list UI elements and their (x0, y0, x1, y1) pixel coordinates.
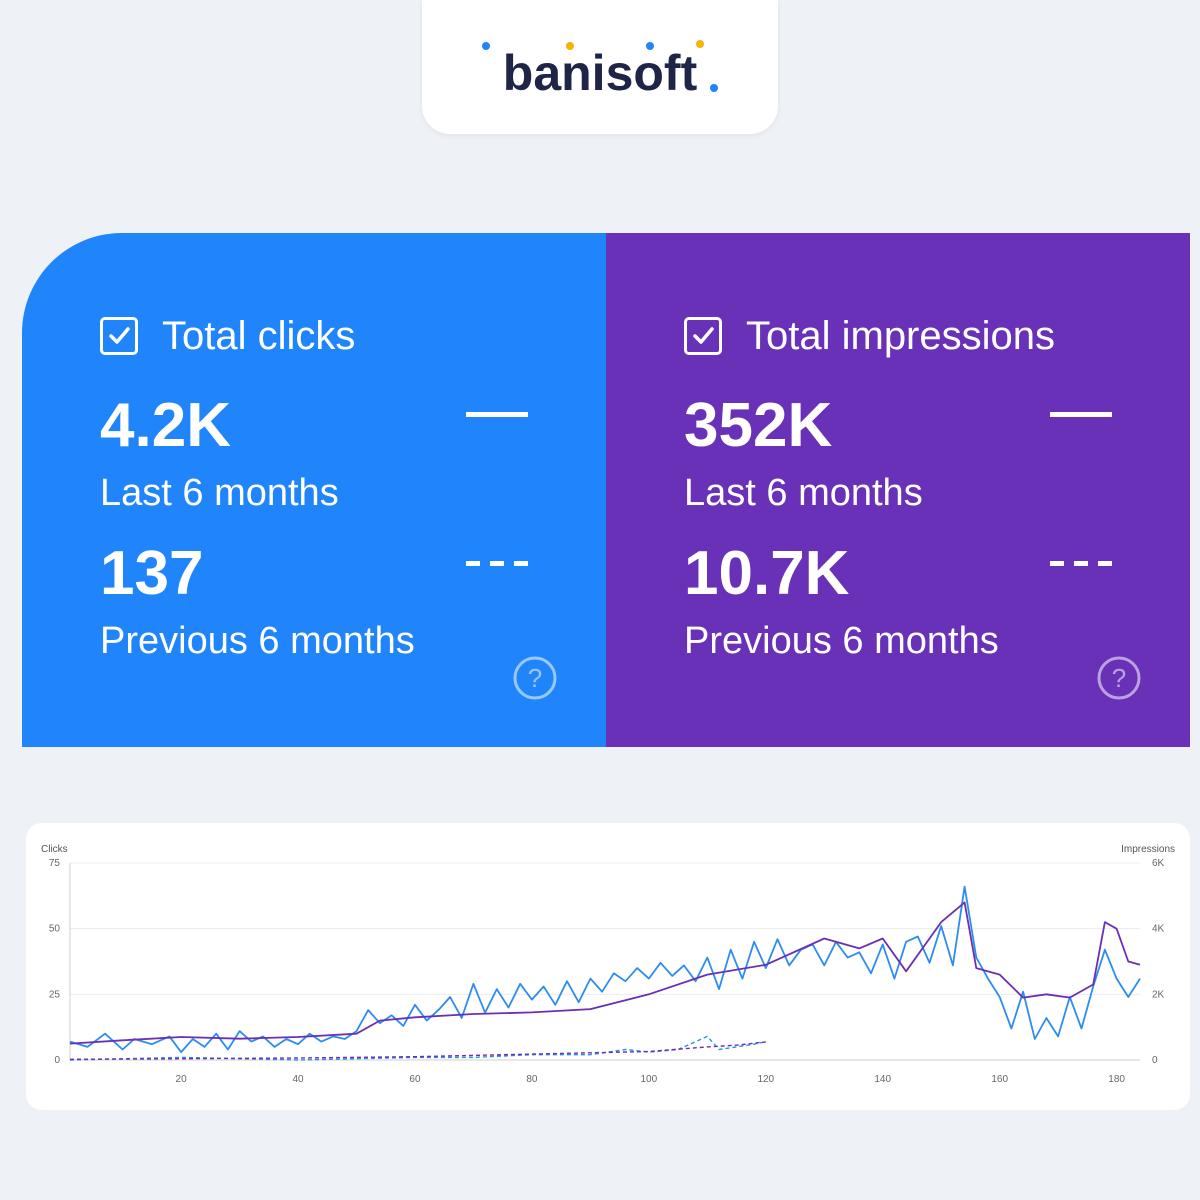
current-value: 4.2K (100, 391, 231, 460)
metric-cards: Total clicks 4.2K Last 6 months 137 Prev… (22, 233, 1190, 747)
total-impressions-card[interactable]: Total impressions 352K Last 6 months 10.… (606, 233, 1190, 747)
chart-gridlines (69, 862, 1140, 1061)
help-icon[interactable]: ? (1097, 656, 1141, 700)
svg-text:?: ? (528, 663, 542, 693)
x-tick-label: 60 (409, 1074, 421, 1085)
x-tick-label: 20 (176, 1074, 188, 1085)
series-line-impressions-last-6-months (69, 901, 1141, 1045)
y-left-tick-label: 50 (49, 924, 61, 935)
current-value: 352K (684, 391, 833, 460)
series-line-clicks-last-6-months (69, 885, 1141, 1054)
logo-dot-blue-3 (710, 84, 718, 92)
y-axis-right-ticks: 0 2K 4K 6K (1152, 858, 1165, 1066)
chart-series (69, 885, 1141, 1061)
previous-period-label: Previous 6 months (684, 620, 999, 662)
total-clicks-card[interactable]: Total clicks 4.2K Last 6 months 137 Prev… (22, 233, 606, 747)
y-left-tick-label: 75 (49, 858, 61, 869)
solid-line-legend-icon (466, 412, 528, 417)
x-axis-ticks: 20 40 60 80 100 120 140 160 180 (176, 1074, 1126, 1085)
series-line-clicks-previous-6-months (69, 1035, 766, 1061)
brand-logo: banisoft (422, 0, 778, 134)
x-tick-label: 40 (292, 1074, 304, 1085)
help-icon[interactable]: ? (513, 656, 557, 700)
y-right-tick-label: 0 (1152, 1055, 1158, 1066)
brand-name: banisoft (503, 45, 698, 101)
logo-dot-blue (482, 42, 490, 50)
current-period-label: Last 6 months (100, 472, 339, 514)
logo-dot-yellow (566, 42, 574, 50)
card-title: Total clicks (162, 314, 356, 358)
previous-value: 10.7K (684, 539, 850, 608)
y-right-tick-label: 6K (1152, 858, 1165, 869)
x-tick-label: 100 (641, 1074, 658, 1085)
y-left-tick-label: 25 (49, 989, 61, 1000)
check-icon (109, 327, 130, 344)
dashed-line-legend-icon (466, 561, 528, 566)
performance-chart-card: Clicks Impressions 0 25 50 75 0 2K 4K 6K 20 40 6… (26, 823, 1190, 1110)
y-left-tick-label: 0 (54, 1055, 60, 1066)
svg-text:?: ? (1112, 663, 1126, 693)
performance-chart[interactable]: Clicks Impressions 0 25 50 75 0 2K 4K 6K 20 40 6… (26, 823, 1190, 1110)
checkbox-total-impressions[interactable] (684, 317, 722, 355)
check-icon (693, 327, 714, 344)
y-right-tick-label: 4K (1152, 924, 1165, 935)
x-tick-label: 80 (526, 1074, 538, 1085)
x-tick-label: 120 (757, 1074, 774, 1085)
dashed-line-legend-icon (1050, 561, 1112, 566)
x-tick-label: 160 (991, 1074, 1008, 1085)
previous-period-label: Previous 6 months (100, 620, 415, 662)
y-axis-left-title: Clicks (41, 844, 68, 855)
y-axis-left-ticks: 0 25 50 75 (49, 858, 61, 1066)
solid-line-legend-icon (1050, 412, 1112, 417)
banisoft-logo-mark: banisoft (482, 40, 718, 101)
previous-value: 137 (100, 539, 204, 608)
logo-dot-yellow-2 (696, 40, 704, 48)
current-period-label: Last 6 months (684, 472, 923, 514)
y-axis-right-title: Impressions (1121, 844, 1175, 855)
y-right-tick-label: 2K (1152, 989, 1165, 1000)
x-tick-label: 180 (1108, 1074, 1125, 1085)
card-title: Total impressions (746, 314, 1056, 358)
logo-dot-blue-2 (646, 42, 654, 50)
series-line-impressions-previous-6-months (69, 1041, 766, 1060)
x-tick-label: 140 (874, 1074, 891, 1085)
checkbox-total-clicks[interactable] (100, 317, 138, 355)
